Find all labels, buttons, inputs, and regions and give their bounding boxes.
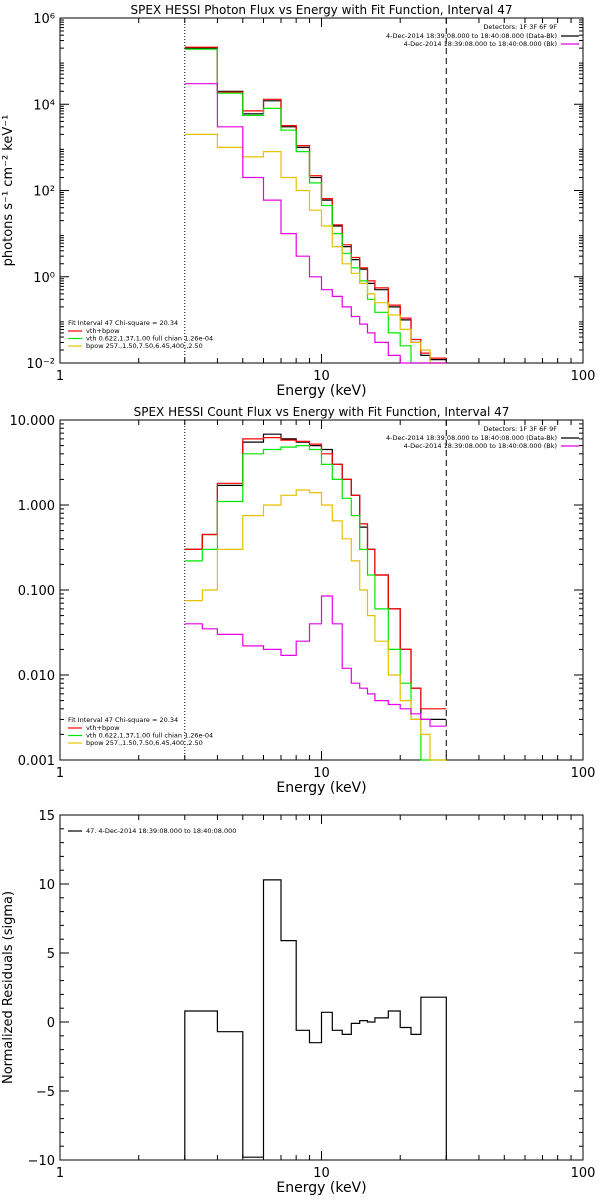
plot-frame [59,419,584,761]
x-tick-label: 1 [56,369,64,384]
x-tick-label: 100 [571,1166,596,1181]
x-tick-label: 1 [56,766,64,781]
legend-right-entry-label: 4-Dec-2014 18:39:08.000 to 18:40:08.000 … [386,32,557,40]
y-tick-label: 0.010 [18,669,55,684]
series-vth-line [184,445,447,761]
x-tick-label: 10 [313,369,330,384]
y-axis-label: Normalized Residuals (sigma) [1,891,16,1084]
series-background-line [184,83,447,364]
y-axis-label: photons s⁻¹ cm⁻² keV⁻¹ [1,115,16,267]
legend-left-entry-label: vth 0.622,1.37,1.00 full chian 1.26e-04 [86,732,213,740]
legend-left-entry-label: bpow 257.,1.50,7.50,6.45,400.,2.50 [86,342,203,350]
y-tick-label: 10² [33,185,55,200]
y-tick-label: 0.100 [18,584,55,599]
chart-panel-1: 1 10 100 10⁻² 10⁰ 10² 10⁴ 10⁶ SPEX HESSI Photon … [1,3,595,399]
x-tick-label: 10 [313,1166,330,1181]
y-tick-label: 0 [47,1016,55,1031]
legend-left-entry-label: vth 0.622,1.37,1.00 full chian 1.26e-04 [86,335,213,343]
y-tick-label: 10⁻² [26,357,55,372]
legend-right-entry-label: 4-Dec-2014 18:39:08.000 to 18:40:08.000 … [404,442,557,450]
chart-panel-3: 1 10 100 −10 −5 0 5 10 15 Energy (keV) Normalized … [1,809,595,1196]
series-residuals-line [184,879,447,1160]
series-bpow-line [184,133,447,364]
legend-right-entry-label: 4-Dec-2014 18:39:08.000 to 18:40:08.000 … [404,40,557,48]
series-data-line [184,47,447,361]
series-vth-line [184,48,447,364]
x-tick-label: 1 [56,1166,64,1181]
y-tick-label: 10 [38,878,55,893]
plot-frame [59,814,584,1161]
legend-left-entry-label: 47. 4-Dec-2014 18:39:08.000 to 18:40:08.… [86,827,236,835]
chart-title: SPEX HESSI Photon Flux vs Energy with Fi… [131,3,513,17]
series-bpow-line [184,489,447,761]
legend-left-entry-label: vth+bpow [86,327,120,335]
x-axis-label: Energy (keV) [276,383,366,399]
x-tick-label: 10 [313,766,330,781]
legend-right-entry-label: 4-Dec-2014 18:39:08.000 to 18:40:08.000 … [386,434,557,442]
series-background-line [184,595,447,727]
y-tick-label: −5 [36,1085,55,1100]
legend-fit-header: Fit Interval 47 Chi-square = 20.34 [68,319,178,327]
legend-left-entry-label: vth+bpow [86,724,120,732]
series-total-line [184,46,447,359]
legend-left-entry-label: bpow 257.,1.50,7.50,6.45,400.,2.50 [86,739,203,747]
legend-detectors-header: Detectors: 1F 3F 6F 9F [483,425,557,433]
y-tick-label: −10 [28,1154,55,1169]
y-tick-label: 0.001 [18,754,55,769]
y-tick-label: 10.000 [10,414,56,429]
x-axis-label: Energy (keV) [276,1180,366,1196]
y-tick-label: 10⁶ [33,12,55,27]
series-total-line [184,437,447,710]
x-tick-label: 100 [571,369,596,384]
legend-detectors-header: Detectors: 1F 3F 6F 9F [483,23,557,31]
y-tick-label: 10⁰ [33,271,55,286]
y-tick-label: 1.000 [18,499,55,514]
y-tick-label: 15 [38,809,55,824]
y-tick-label: 5 [47,947,55,962]
series-data-line [184,433,447,720]
chart-title: SPEX HESSI Count Flux vs Energy with Fit… [134,405,510,419]
y-tick-label: 10⁴ [33,98,55,113]
x-axis-label: Energy (keV) [276,780,366,796]
x-tick-label: 100 [571,766,596,781]
legend-fit-header: Fit Interval 47 Chi-square = 20.34 [68,716,178,724]
chart-panel-2: 1 10 100 0.001 0.010 0.100 1.000 10.000 SPEX HES… [10,405,596,796]
